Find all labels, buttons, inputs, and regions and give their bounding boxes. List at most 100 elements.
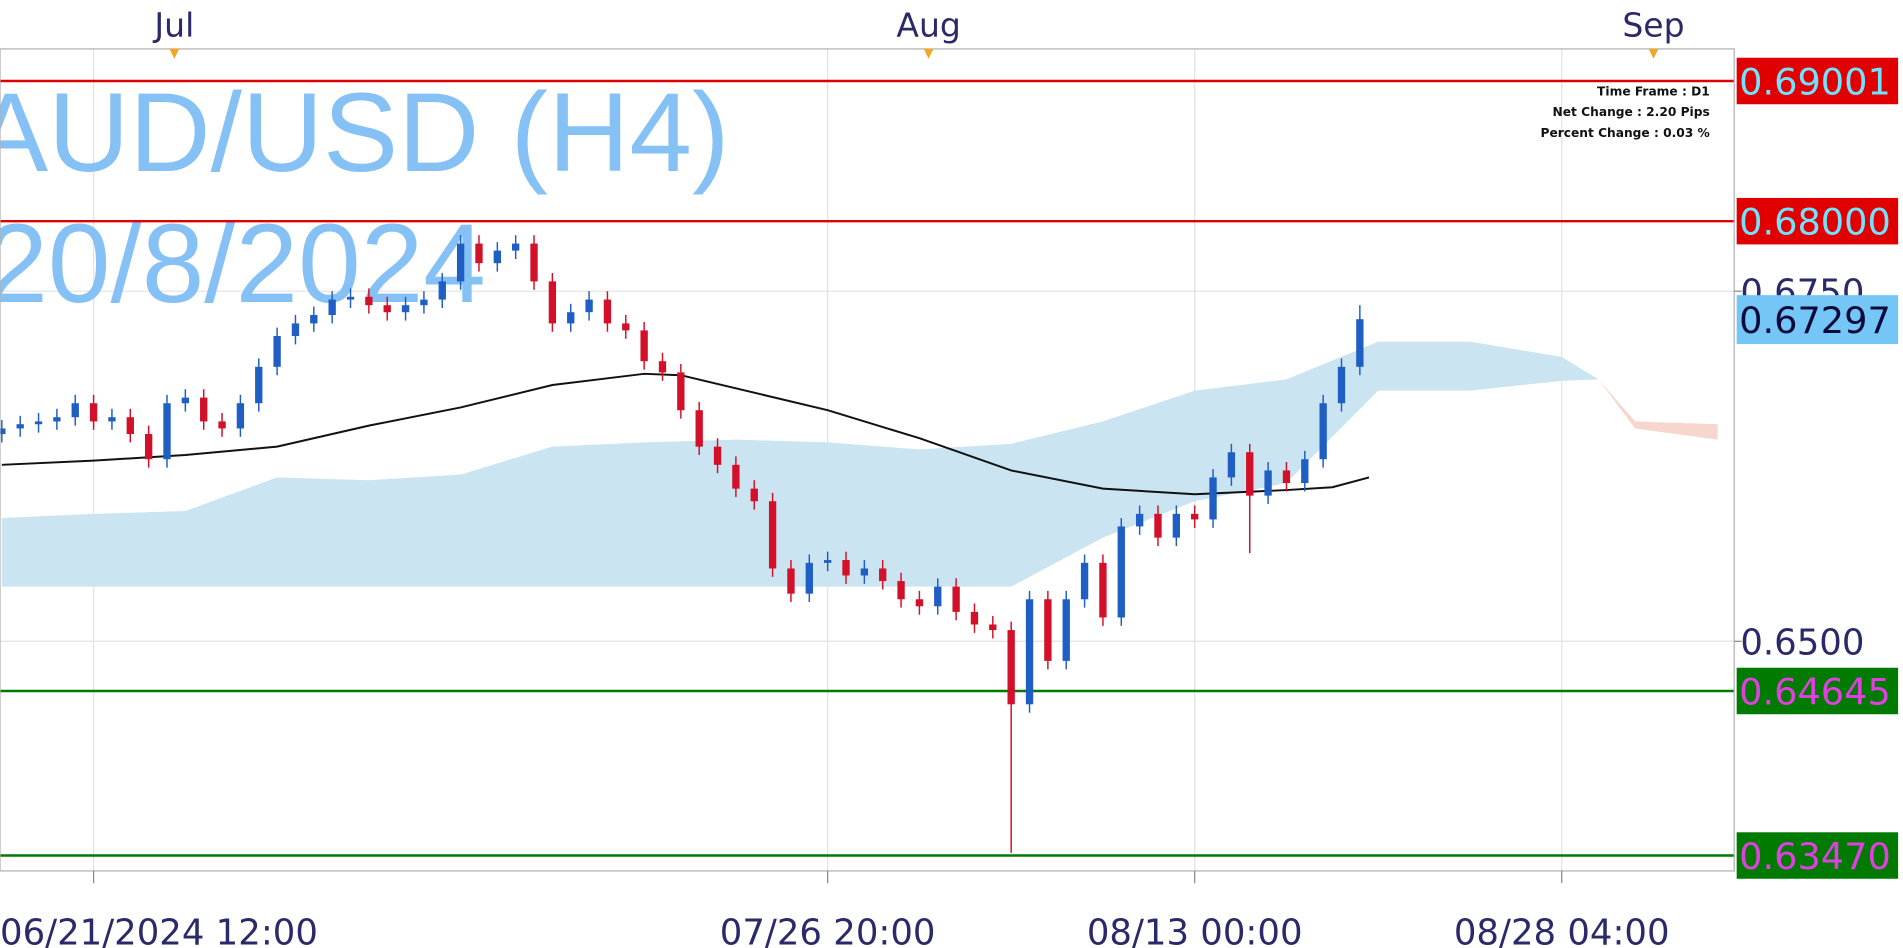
info-text: Time Frame : D1 xyxy=(1597,84,1710,98)
candle-body xyxy=(548,281,557,324)
month-label: Jul xyxy=(152,6,194,45)
candle-body xyxy=(1209,477,1217,520)
candle-body xyxy=(89,403,98,422)
chart-subtitle: 20/8/2024 xyxy=(0,200,486,326)
candle-body xyxy=(1337,366,1346,404)
candle-body xyxy=(1099,562,1107,618)
candle-body xyxy=(640,330,648,362)
candle-body xyxy=(1080,562,1089,600)
month-marker xyxy=(923,48,934,59)
cloud-area xyxy=(1,341,1599,587)
candle-body xyxy=(768,501,777,569)
candle-body xyxy=(934,586,942,607)
info-text: Net Change : 2.20 Pips xyxy=(1553,105,1710,119)
candle-body xyxy=(0,428,6,435)
x-tick-label: 07/26 20:00 xyxy=(720,912,936,948)
candle-body xyxy=(475,243,483,264)
candle-body xyxy=(218,421,226,429)
candle-body xyxy=(732,464,740,489)
last-price-box xyxy=(1736,295,1899,345)
candle-body xyxy=(401,305,410,313)
axes: 0.65000.67500.672970.690010.680000.64645… xyxy=(0,6,1899,948)
candle-body xyxy=(1282,470,1291,484)
candle-body xyxy=(144,434,153,460)
candle-body xyxy=(255,366,263,404)
candle-body xyxy=(1172,513,1181,538)
month-label: Aug xyxy=(896,6,960,45)
level-label: 0.69001 xyxy=(1739,60,1891,103)
y-tick-label: 0.6500 xyxy=(1740,623,1864,664)
candle-body xyxy=(328,299,336,315)
level-label: 0.64645 xyxy=(1739,670,1891,713)
candle-body xyxy=(897,581,905,600)
plot-area: AUD/USD (H4)20/8/2024 Time Frame : D1 Net … xyxy=(0,48,1735,871)
candle-body xyxy=(346,296,355,300)
candle-body xyxy=(383,305,391,313)
candle-body xyxy=(952,586,960,612)
candle-body xyxy=(677,372,685,411)
plot-border xyxy=(0,48,1735,872)
level-label: 0.68000 xyxy=(1739,201,1891,244)
candle-body xyxy=(1007,630,1015,705)
level-label-box xyxy=(1736,667,1899,715)
candle-body xyxy=(34,421,43,425)
candle-body xyxy=(71,403,79,418)
candle-body xyxy=(181,397,190,404)
x-tick-label: 08/13 00:00 xyxy=(1087,912,1303,948)
candle-body xyxy=(989,624,997,631)
month-marker xyxy=(1648,48,1659,59)
candle-body xyxy=(622,323,630,331)
candle-body xyxy=(1264,470,1272,496)
candle-body xyxy=(1246,452,1254,496)
candle-body xyxy=(805,562,813,594)
candle-body xyxy=(567,312,575,324)
candle-body xyxy=(530,243,538,282)
candle-body xyxy=(1319,403,1327,460)
candle-body xyxy=(1154,513,1162,538)
candle-body xyxy=(512,243,520,251)
candle-body xyxy=(1135,513,1144,527)
x-tick-label: 06/21/2024 12:00 xyxy=(0,912,318,948)
candle-body xyxy=(1301,459,1309,484)
candle-body xyxy=(695,410,703,447)
candle-body xyxy=(456,243,465,282)
month-marker xyxy=(169,48,180,59)
last-price-label: 0.67297 xyxy=(1739,299,1891,342)
candle-body xyxy=(1044,599,1052,661)
level-label-box xyxy=(1736,197,1899,245)
candle-body xyxy=(842,560,850,576)
candle-body xyxy=(879,568,887,582)
candle-body xyxy=(291,323,300,337)
candle-body xyxy=(1117,526,1125,618)
candle-body xyxy=(16,424,24,429)
candle-body xyxy=(273,336,281,367)
candle-body xyxy=(53,417,61,422)
candle-body xyxy=(1025,599,1034,705)
level-label-box xyxy=(1736,57,1899,105)
candle-body xyxy=(108,417,116,422)
info-text: Percent Change : 0.03 % xyxy=(1540,126,1709,140)
candle-body xyxy=(1062,599,1070,661)
level-label-box xyxy=(1736,832,1899,879)
cloud-area xyxy=(1598,379,1718,440)
candle-body xyxy=(915,599,924,607)
candle-body xyxy=(585,299,593,313)
candle-body xyxy=(787,568,795,594)
candle-body xyxy=(438,281,446,300)
candle-body xyxy=(200,397,208,422)
candle-body xyxy=(310,314,318,324)
candle-body xyxy=(163,403,171,460)
candle-body xyxy=(970,611,979,625)
candle-body xyxy=(126,417,134,435)
level-label: 0.63470 xyxy=(1739,835,1891,878)
candle-body xyxy=(1356,319,1364,367)
candle-body xyxy=(1227,452,1236,478)
candle-body xyxy=(420,299,428,306)
candle-body xyxy=(713,446,722,465)
candle-body xyxy=(1191,513,1199,520)
candle-body xyxy=(236,403,245,429)
candle-body xyxy=(365,296,373,306)
candle-body xyxy=(603,299,612,324)
